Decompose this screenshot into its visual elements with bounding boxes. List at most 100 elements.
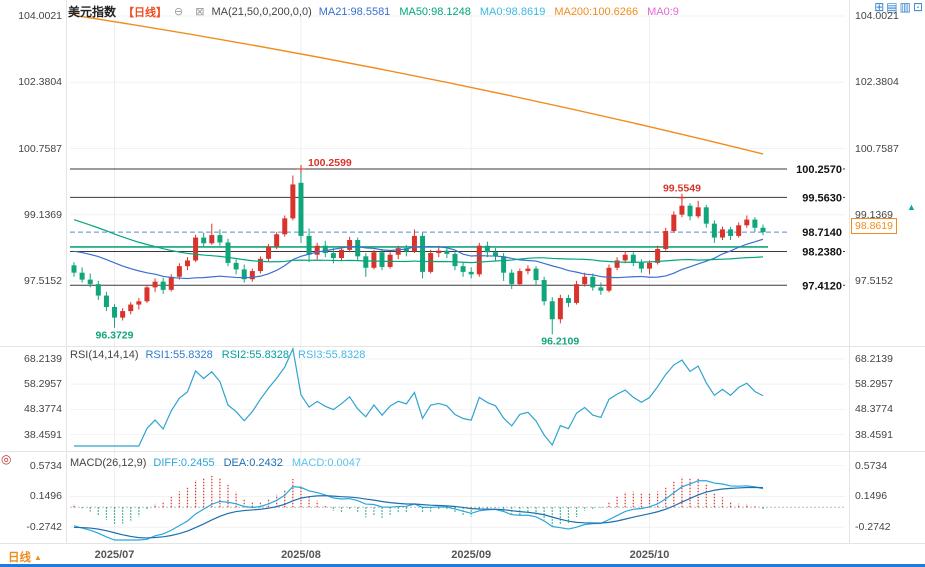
price-axis-label-right: 102.3804	[855, 76, 899, 89]
candle-body	[703, 207, 709, 224]
crosshair-icon[interactable]: ◎	[1, 452, 12, 466]
price-level-label-bg	[787, 224, 843, 239]
period-selector[interactable]: 日线 ▲	[8, 549, 42, 565]
candle-body	[436, 250, 442, 254]
price-axis-label-right: 100.7587	[855, 142, 899, 155]
candle-body	[711, 223, 717, 238]
macd-axis-label-right: -0.2742	[855, 521, 891, 534]
last-price-badge: 98.8619	[851, 218, 897, 235]
rsi-axis-label-right: 38.4591	[855, 428, 893, 441]
candle-body	[484, 245, 490, 253]
ma21-line	[73, 238, 764, 280]
candle-body	[225, 242, 231, 263]
candle-body	[306, 235, 312, 255]
candle-body	[403, 248, 409, 252]
candle-body	[217, 235, 223, 243]
candle-body	[338, 249, 344, 258]
price-axis-label-left: 97.5152	[24, 275, 62, 288]
candle-body	[460, 266, 466, 272]
rsi-line	[74, 346, 764, 447]
candle-body	[112, 307, 118, 318]
candle-body	[120, 311, 126, 318]
candle-body	[671, 214, 677, 232]
candle-body	[136, 301, 142, 305]
candle-body	[363, 256, 369, 268]
candle-body	[493, 252, 499, 257]
candle-body	[687, 205, 693, 217]
main-chart-legend: 美元指数 【日线】 ⊖ ⊠ MA(21,50,0,200,0,0) MA21:9…	[68, 3, 695, 20]
candle-body	[274, 234, 280, 247]
bar-panel-icon[interactable]: ▤	[886, 0, 898, 14]
macd-value-2: MACD:0.0047	[291, 457, 361, 469]
rsi-value-2: RSI3:55.8328	[298, 349, 366, 361]
candle-body	[452, 253, 458, 267]
price-level-label: 97.4120	[802, 280, 842, 292]
add-panel-icon[interactable]: ⊞	[874, 0, 885, 14]
rsi-value-1: RSI2:55.8328	[221, 349, 290, 361]
ma-values: MA21:98.5581 MA50:98.1248 MA0:98.8619 MA200…	[319, 6, 688, 18]
rsi-value-0: RSI1:55.8328	[145, 349, 213, 361]
x-axis-label: 2025/10	[629, 549, 670, 561]
candle-body	[760, 227, 766, 233]
price-level-label-bg	[787, 277, 843, 292]
ma-value-4: MA0:9	[647, 5, 679, 18]
x-axis-label: 2025/07	[94, 549, 135, 561]
price-annotation: 99.5549	[663, 183, 701, 195]
macd-dea-line	[73, 486, 764, 539]
price-level-label: 98.2380	[802, 247, 842, 259]
candle-body	[160, 281, 166, 290]
rsi-axis-label-left: 58.2957	[24, 378, 62, 391]
candle-body	[209, 235, 215, 244]
price-annotation: 100.2599	[308, 157, 352, 169]
candle-body	[549, 301, 555, 320]
panel-toolbar: ⊞ ▤ ▥ ⊡	[874, 1, 923, 13]
candle-body	[719, 229, 725, 238]
candle-body	[233, 262, 239, 270]
x-axis-label: 2025/08	[281, 549, 321, 561]
candle-body	[290, 184, 296, 219]
candle-body	[614, 260, 620, 268]
candle-body	[330, 253, 336, 258]
rsi-values: RSI1:55.8328 RSI2:55.8328 RSI3:55.8328	[145, 349, 374, 361]
candle-body	[752, 219, 758, 228]
symbol-name: 美元指数	[68, 5, 117, 19]
candle-body	[590, 276, 596, 288]
candle-body	[184, 260, 190, 267]
period-tag: 【日线】	[123, 6, 168, 19]
candle-body	[647, 262, 653, 269]
expand-icon[interactable]: ⊡	[912, 0, 923, 14]
bottom-scrollbar[interactable]	[0, 564, 925, 567]
candle-body	[257, 258, 263, 272]
candle-body	[695, 207, 701, 217]
candle-body	[152, 281, 158, 288]
candle-body	[193, 237, 199, 261]
collapse-icon[interactable]: ⊖	[174, 6, 184, 18]
price-level-label: 99.5630	[802, 192, 842, 204]
candle-body	[476, 245, 482, 275]
macd-axis-label-right: 0.1496	[855, 490, 888, 503]
rsi-axis-label-left: 38.4591	[24, 428, 62, 441]
price-axis-label-left: 102.3804	[18, 76, 62, 89]
ma-toggle-icon[interactable]: ⊠	[195, 6, 205, 18]
candle-body	[355, 240, 361, 257]
candle-body	[201, 237, 207, 244]
candle-body	[622, 254, 628, 261]
line-panel-icon[interactable]: ▥	[899, 0, 911, 14]
price-axis-label-left: 100.7587	[18, 142, 62, 155]
price-annotation: 96.3729	[96, 330, 134, 342]
candle-body	[298, 182, 304, 236]
macd-diff-line	[73, 480, 764, 541]
price-level-label: 98.7140	[802, 227, 842, 239]
candle-body	[582, 276, 588, 285]
rsi-axis-label-right: 48.3774	[855, 403, 893, 416]
ma-group-label: MA(21,50,0,200,0,0)	[211, 5, 312, 18]
candle-body	[249, 271, 255, 280]
rsi-legend: RSI(14,14,14) RSI1:55.8328 RSI2:55.8328 RS…	[70, 349, 381, 361]
macd-title: MACD(26,12,9)	[70, 457, 147, 469]
candle-body	[728, 229, 734, 236]
price-marker-icon[interactable]: ▲	[907, 202, 916, 213]
candle-body	[176, 266, 182, 277]
price-axis-label-right: 97.5152	[855, 275, 893, 288]
